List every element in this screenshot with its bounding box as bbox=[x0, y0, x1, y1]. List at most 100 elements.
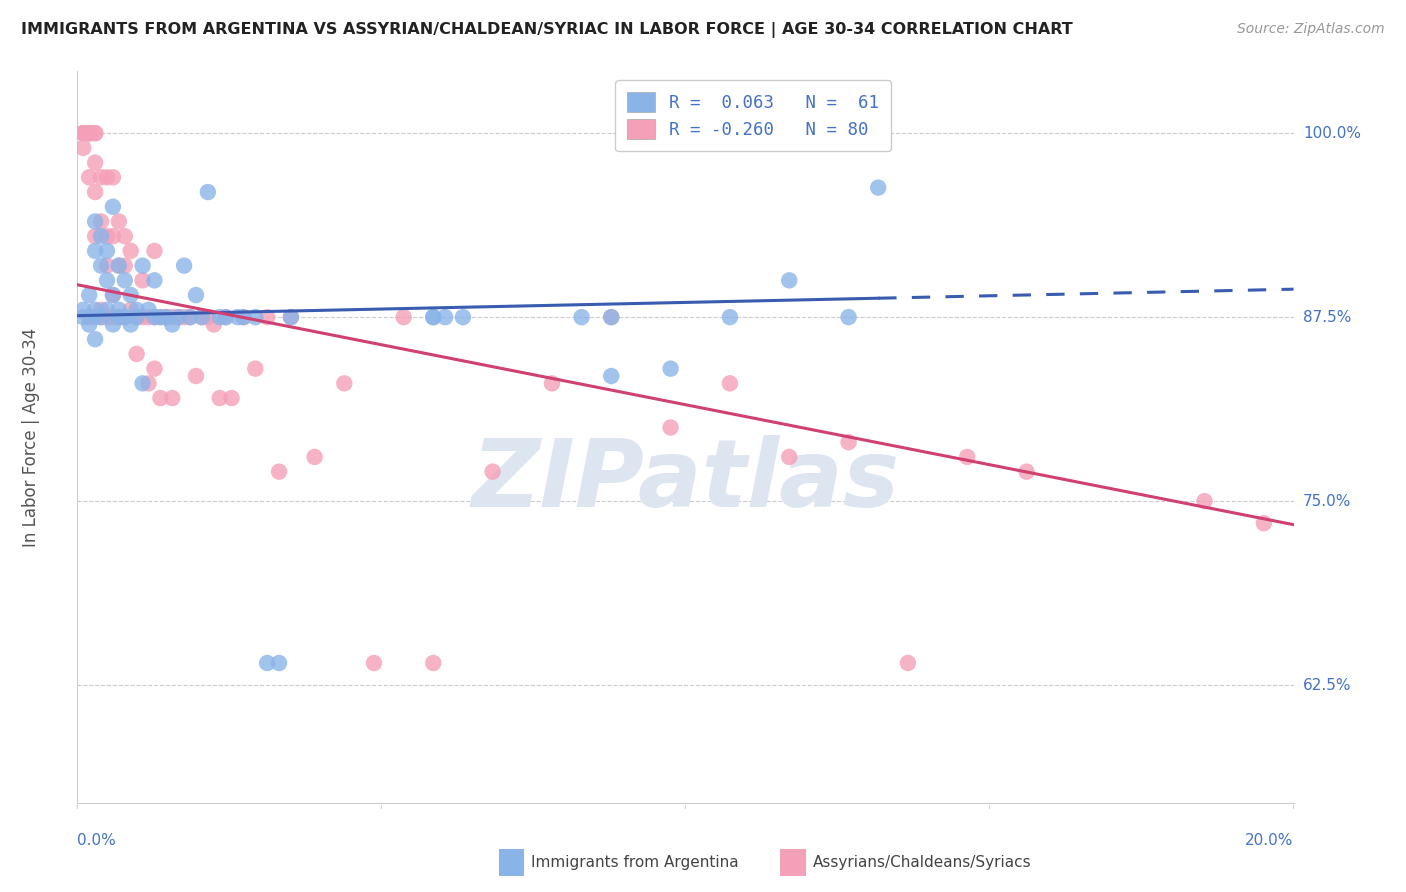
Point bbox=[143, 310, 166, 325]
Point bbox=[1015, 465, 1038, 479]
Point bbox=[84, 155, 107, 169]
Point bbox=[90, 259, 112, 273]
Point bbox=[72, 126, 94, 140]
Point bbox=[84, 126, 107, 140]
Point bbox=[77, 126, 100, 140]
Point bbox=[96, 170, 118, 185]
Point bbox=[600, 310, 623, 325]
Text: In Labor Force | Age 30-34: In Labor Force | Age 30-34 bbox=[22, 327, 41, 547]
Point bbox=[90, 310, 112, 325]
Point bbox=[120, 288, 142, 302]
Point bbox=[108, 214, 131, 228]
Point bbox=[108, 310, 131, 325]
Point bbox=[179, 310, 201, 325]
Point bbox=[96, 259, 118, 273]
Point bbox=[451, 310, 474, 325]
Point bbox=[96, 310, 118, 325]
Point bbox=[114, 229, 136, 244]
Point bbox=[101, 170, 124, 185]
Point bbox=[422, 656, 444, 670]
Point bbox=[131, 376, 153, 391]
Point bbox=[120, 244, 142, 258]
Point bbox=[434, 310, 457, 325]
Point bbox=[868, 180, 890, 194]
Point bbox=[838, 310, 860, 325]
Point bbox=[245, 361, 267, 376]
Text: Source: ZipAtlas.com: Source: ZipAtlas.com bbox=[1237, 22, 1385, 37]
Point bbox=[167, 310, 190, 325]
Point bbox=[90, 170, 112, 185]
Point bbox=[245, 310, 267, 325]
Point bbox=[149, 310, 172, 325]
Point bbox=[167, 310, 190, 325]
Point bbox=[101, 310, 124, 325]
Point bbox=[208, 391, 231, 405]
Point bbox=[280, 310, 302, 325]
Point bbox=[90, 214, 112, 228]
Point bbox=[131, 259, 153, 273]
Point bbox=[149, 391, 172, 405]
Point bbox=[138, 376, 160, 391]
Point bbox=[143, 361, 166, 376]
Point bbox=[84, 302, 107, 317]
Point bbox=[256, 656, 278, 670]
Point bbox=[838, 435, 860, 450]
Point bbox=[778, 273, 800, 287]
Point bbox=[333, 376, 356, 391]
Point bbox=[600, 369, 623, 384]
Point bbox=[84, 126, 107, 140]
Point bbox=[138, 302, 160, 317]
Point bbox=[101, 288, 124, 302]
Point bbox=[202, 318, 225, 332]
Text: IMMIGRANTS FROM ARGENTINA VS ASSYRIAN/CHALDEAN/SYRIAC IN LABOR FORCE | AGE 30-34: IMMIGRANTS FROM ARGENTINA VS ASSYRIAN/CH… bbox=[21, 22, 1073, 38]
Point bbox=[232, 310, 254, 325]
Text: 0.0%: 0.0% bbox=[77, 833, 117, 848]
Point bbox=[143, 310, 166, 325]
Point bbox=[84, 229, 107, 244]
Point bbox=[197, 310, 219, 325]
Point bbox=[108, 259, 131, 273]
Point bbox=[173, 310, 195, 325]
Point bbox=[304, 450, 326, 464]
Point bbox=[778, 450, 800, 464]
Point bbox=[422, 310, 444, 325]
Point bbox=[90, 229, 112, 244]
Point bbox=[162, 391, 184, 405]
Point bbox=[422, 310, 444, 325]
Point bbox=[162, 318, 184, 332]
Point bbox=[280, 310, 302, 325]
Point bbox=[659, 420, 682, 434]
Point bbox=[138, 310, 160, 325]
Point bbox=[84, 310, 107, 325]
Point bbox=[143, 273, 166, 287]
Text: 62.5%: 62.5% bbox=[1303, 678, 1351, 692]
Point bbox=[659, 361, 682, 376]
Point bbox=[162, 310, 184, 325]
Point bbox=[96, 302, 118, 317]
Point bbox=[131, 310, 153, 325]
Point bbox=[84, 185, 107, 199]
Point bbox=[77, 288, 100, 302]
Point bbox=[541, 376, 564, 391]
Point bbox=[72, 126, 94, 140]
Point bbox=[718, 310, 741, 325]
Text: 75.0%: 75.0% bbox=[1303, 493, 1351, 508]
Point bbox=[84, 214, 107, 228]
Point bbox=[114, 310, 136, 325]
Point bbox=[191, 310, 214, 325]
Point bbox=[96, 273, 118, 287]
Point bbox=[600, 310, 623, 325]
Text: 87.5%: 87.5% bbox=[1303, 310, 1351, 325]
Point bbox=[1253, 516, 1275, 531]
Point bbox=[392, 310, 415, 325]
Point bbox=[108, 302, 131, 317]
Point bbox=[256, 310, 278, 325]
Point bbox=[125, 302, 148, 317]
Text: 20.0%: 20.0% bbox=[1246, 833, 1294, 848]
Text: Assyrians/Chaldeans/Syriacs: Assyrians/Chaldeans/Syriacs bbox=[813, 855, 1031, 870]
Point bbox=[101, 229, 124, 244]
Point bbox=[184, 288, 207, 302]
Point bbox=[108, 259, 131, 273]
Text: Immigrants from Argentina: Immigrants from Argentina bbox=[531, 855, 740, 870]
Point bbox=[226, 310, 249, 325]
